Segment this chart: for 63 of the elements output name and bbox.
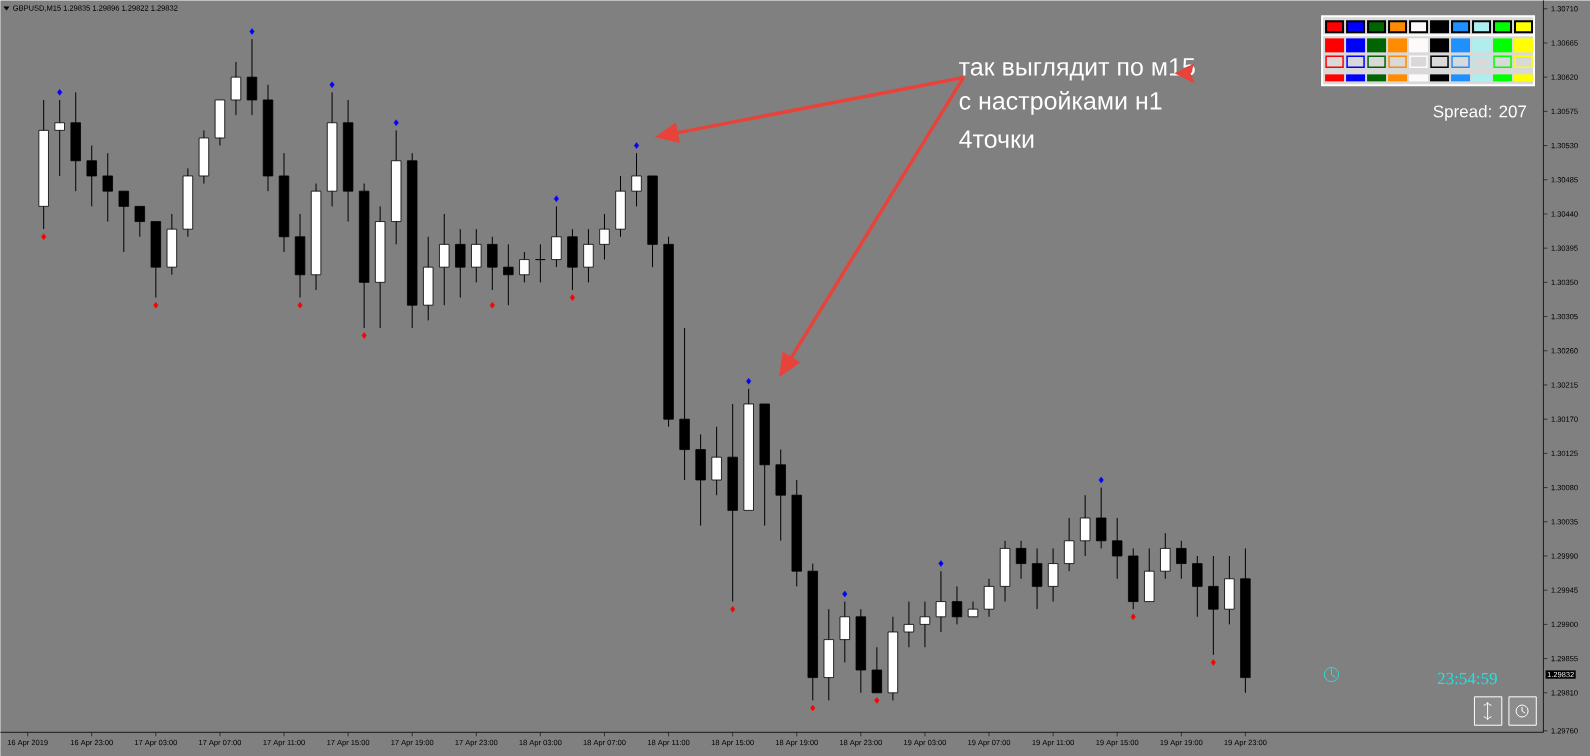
point	[41, 233, 47, 240]
candlestick	[1015, 540, 1027, 580]
point	[746, 377, 752, 385]
candlestick	[1160, 532, 1171, 580]
point	[57, 89, 63, 96]
candlestick	[583, 228, 594, 283]
point	[1210, 659, 1216, 666]
point	[938, 560, 944, 567]
candlestick	[1176, 540, 1187, 580]
point	[361, 332, 367, 339]
candlestick	[246, 38, 258, 116]
point	[842, 590, 848, 598]
point	[553, 195, 559, 202]
candlestick	[230, 61, 242, 116]
point	[249, 28, 255, 35]
candlestick	[839, 601, 851, 663]
candlestick	[871, 646, 883, 694]
candlestick	[439, 213, 450, 306]
point	[153, 301, 159, 309]
candlestick	[102, 152, 113, 222]
candlestick	[134, 205, 146, 238]
point	[393, 119, 399, 126]
candlestick	[935, 570, 947, 633]
candlestick	[1079, 494, 1091, 557]
candlestick	[519, 251, 530, 283]
point	[489, 301, 495, 309]
candlestick	[1063, 517, 1075, 572]
candlestick	[1031, 547, 1043, 610]
candlestick	[983, 578, 995, 618]
point	[1130, 613, 1136, 620]
annotation: Spread: 207	[1433, 104, 1527, 121]
candlestick	[711, 426, 722, 496]
candlestick	[903, 601, 915, 648]
candlestick	[1192, 555, 1203, 618]
candlestick	[1095, 486, 1107, 549]
annotation: 23:54:59	[1437, 672, 1497, 685]
candlestick	[86, 144, 97, 207]
candlestick	[455, 228, 466, 298]
candlestick	[599, 213, 610, 260]
candlestick	[1208, 555, 1219, 656]
candlestick	[967, 601, 979, 618]
point	[634, 142, 640, 149]
candlestick	[471, 228, 482, 283]
candlestick	[535, 243, 546, 283]
candlestick	[551, 205, 562, 268]
candlestick	[1047, 547, 1059, 602]
candlestick	[631, 152, 642, 207]
candlestick	[919, 601, 931, 648]
point	[874, 697, 880, 704]
point	[730, 605, 736, 613]
point	[1098, 476, 1104, 484]
annotation: с настройками н1	[959, 90, 1162, 115]
point	[297, 301, 303, 309]
annotation: 4точки	[959, 130, 1034, 148]
point	[810, 704, 816, 712]
point	[329, 81, 335, 88]
candlestick	[503, 243, 514, 306]
candlestick	[951, 585, 963, 625]
candlestick	[118, 190, 129, 253]
candlestick	[487, 236, 498, 291]
candlestick	[54, 99, 65, 177]
point	[569, 294, 575, 301]
candlestick	[1112, 517, 1123, 580]
